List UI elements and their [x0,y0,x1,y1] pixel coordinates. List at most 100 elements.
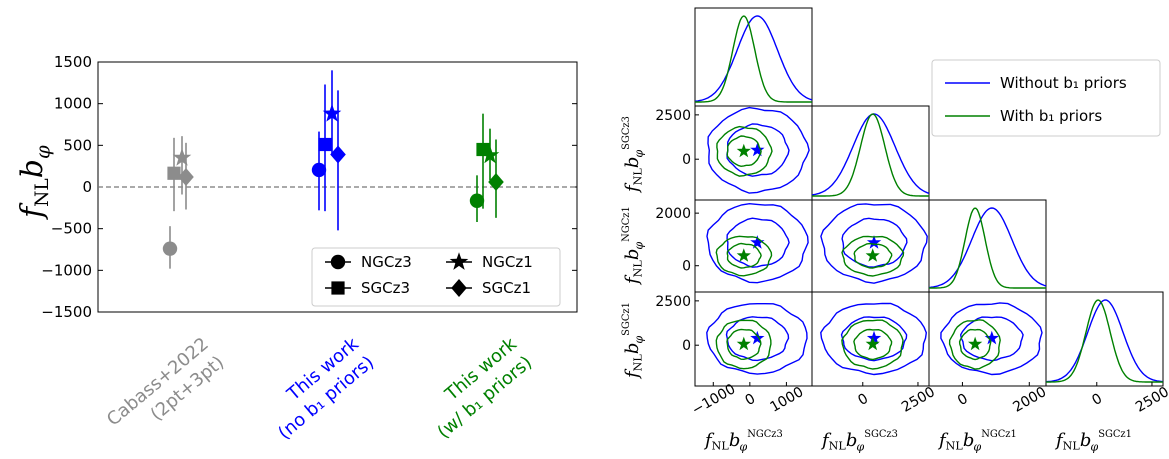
marginal-curve [1046,299,1163,383]
panel-content [820,302,928,376]
legend-frame [931,59,1161,137]
best-fit-star [865,248,880,262]
contour [706,202,809,284]
panel-content [812,113,929,197]
y-tick-label: 2000 [655,206,691,222]
panel-content [1046,299,1163,383]
marginal-curve [929,207,1046,289]
x-axis-label: fNLbφSGCz3 [820,429,898,454]
contour [853,242,893,269]
panel-frame [694,105,813,201]
contour [958,328,992,361]
data-point-sgcz1 [330,145,346,164]
y-axis-label: fNLbφSGCz3 [621,116,646,194]
marginal-curve [929,207,1046,289]
marginal-curve [812,113,929,196]
x-tick-label: 0 [955,391,971,409]
category-label: This work(w/ b₁ priors) [433,333,536,443]
best-fit-star [736,248,751,262]
panel-frame [928,291,1047,387]
x-tick-label: 1000 [767,384,806,416]
panel-content [707,106,810,194]
x-tick-label: 0 [742,391,758,409]
contour [715,235,773,277]
contour [716,125,773,177]
y-tick-label: −1000 [41,261,92,279]
contour [707,106,810,194]
x-tick-label: 0 [855,391,871,409]
data-point-ngcz1 [322,103,342,122]
corner-panel-1-1 [811,105,930,201]
fnl-bphi-comparison-chart: −1500 −1000 −500 0 500 1000 1500 fNLbφ Cabass+20… [15,53,578,444]
data-point-ngcz3 [469,193,485,208]
data-point-sgcz3 [167,166,181,180]
y-tick-label: 1500 [54,53,92,71]
y-tick-label: 1000 [54,95,92,113]
best-fit-star [736,143,751,158]
contour [820,302,928,376]
y-tick-label: 2500 [655,294,691,310]
y-tick-label: 0 [682,338,691,354]
panel-frame [1045,291,1164,387]
data-point-sgcz1 [488,173,504,191]
legend-label: SGCz3 [361,279,410,297]
y-tick-label: 2500 [655,108,691,124]
panel-content [929,207,1046,289]
best-fit-star [866,330,882,345]
legend-label: NGCz3 [361,253,412,271]
x-tick-label: 0 [1089,391,1105,409]
best-fit-star [750,330,765,345]
panel-content [706,202,809,284]
contour [715,319,772,370]
category-label: Cabass+2022(2pt+3pt) [103,334,228,431]
contour [853,328,893,361]
x-tick-label: 2000 [1010,384,1049,416]
x-tick-label: 2500 [899,384,938,416]
corner-panel-2-2 [928,199,1047,293]
legend-marker [449,252,469,270]
data-point-sgcz3 [318,137,332,152]
best-fit-star [750,235,765,249]
best-fit-star [968,336,983,351]
y-axis-label: fNLbφNGCz1 [621,206,646,286]
panel-content [695,15,812,103]
legend-marker [451,279,467,297]
corner-panel-3-2: 0 2000 [928,291,1049,416]
marginal-curve [695,15,812,103]
legend-marker [330,254,346,270]
panel-content [820,203,928,284]
x-tick-label: 2500 [1133,384,1169,416]
legend-label: NGCz1 [482,253,533,271]
contour [841,217,908,268]
best-fit-star [736,336,751,351]
x-axis-label: fNLbφNGCz1 [937,429,1017,454]
best-fit-star [984,330,999,345]
category-label: This work(no b₁ priors) [274,333,378,444]
legend-frame [311,247,561,307]
y-tick-label: −500 [51,220,92,238]
x-axis-label: fNLbφNGCz3 [703,429,783,454]
panel-frame [694,7,813,107]
contour [725,316,790,362]
legend-marker [331,281,345,295]
data-point-ngcz1 [172,148,192,166]
corner-legend: Without b₁ priors With b₁ priors [931,59,1161,137]
contour [841,319,904,370]
legend-label: With b₁ priors [1000,107,1102,125]
y-tick-label: −1500 [41,303,92,321]
corner-panel-3-3: 0 2500 [1045,291,1169,416]
y-axis-label: fNLbφ [15,145,55,220]
legend-label: SGCz1 [482,279,531,297]
corner-panel-1-0: 0 2500 [655,105,813,201]
contour [726,217,790,268]
contour [940,302,1043,376]
y-tick-label: 0 [682,259,691,275]
best-fit-star [750,142,765,157]
data-point-ngcz1 [480,145,500,164]
corner-panel-0-0 [694,7,813,107]
best-fit-star [866,235,882,249]
marginal-curve [1046,299,1163,383]
